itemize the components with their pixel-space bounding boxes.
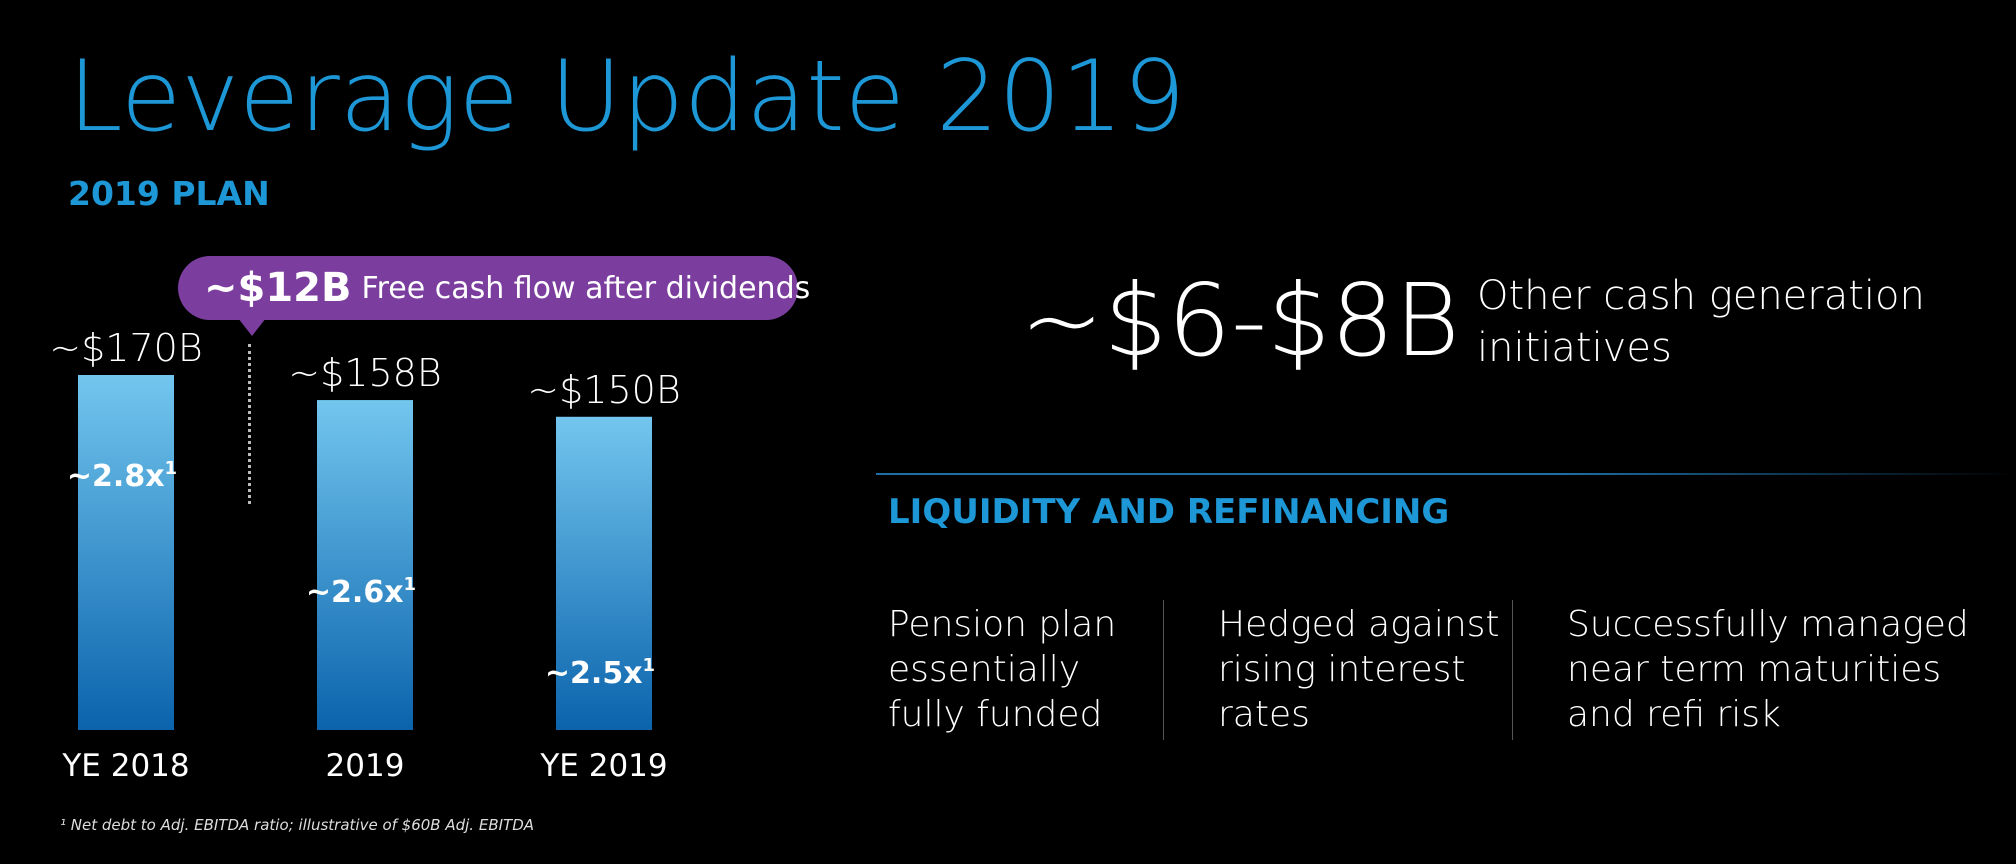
category-label: 2019: [326, 748, 405, 784]
other-cash-text: Other cash generation initiatives: [1477, 273, 1925, 371]
liquidity-point-hedged: Hedged against rising interest rates: [1218, 604, 1500, 735]
debt-bar-chart: ~$170B ~2.8x1 YE 2018 ~$158B ~2.6x1 2019 ~$150…: [49, 326, 680, 784]
bar-value-label: ~$170B: [49, 326, 202, 370]
free-cash-flow-callout: ~$12B Free cash flow after dividends: [178, 256, 810, 320]
callout-text: Free cash flow after dividends: [361, 270, 811, 306]
bar-ratio-label: ~2.6x1: [306, 574, 416, 610]
column-divider: [1512, 600, 1513, 740]
page-title: Leverage Update 2019: [68, 40, 1186, 154]
category-label: YE 2019: [539, 748, 667, 784]
bar-2: [317, 400, 413, 730]
callout-pointer: [238, 318, 266, 336]
callout-amount: ~$12B: [204, 265, 352, 311]
bar-1: [78, 375, 174, 730]
other-cash-range: ~$6-$8B: [1020, 262, 1460, 379]
plan-subtitle: 2019 PLAN: [68, 174, 270, 213]
bar-value-label: ~$150B: [527, 368, 680, 412]
bar-ratio-label: ~2.5x1: [545, 655, 655, 691]
liquidity-point-pension: Pension plan essentially fully funded: [888, 604, 1117, 735]
footnote: ¹ Net debt to Adj. EBITDA ratio; illustr…: [60, 816, 535, 834]
section-divider: [876, 473, 2016, 475]
callout-dotted-line: [248, 344, 251, 504]
bar-value-label: ~$158B: [288, 351, 441, 395]
bar-3: [556, 416, 652, 730]
bar-ratio-label: ~2.8x1: [67, 458, 177, 494]
category-label: YE 2018: [61, 748, 189, 784]
column-divider: [1163, 600, 1164, 740]
liquidity-point-maturities: Successfully managed near term maturitie…: [1567, 604, 1969, 735]
liquidity-heading: LIQUIDITY AND REFINANCING: [888, 492, 1450, 532]
